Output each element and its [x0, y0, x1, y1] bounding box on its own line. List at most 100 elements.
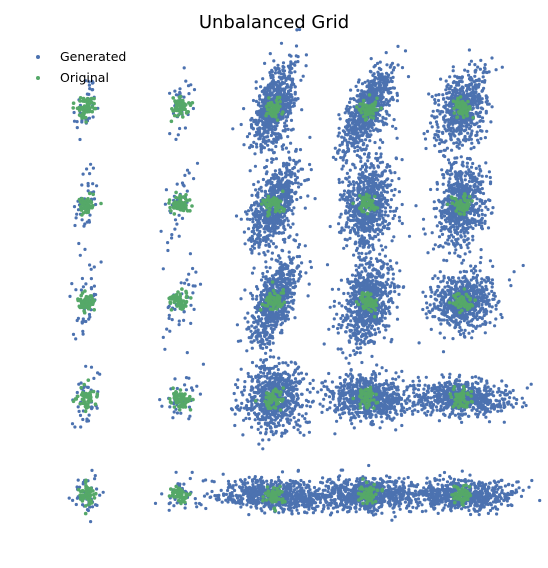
generated-point [252, 339, 256, 343]
generated-point [374, 111, 378, 115]
generated-point [273, 66, 277, 70]
generated-point [366, 189, 370, 193]
generated-point [273, 169, 277, 173]
generated-point [458, 185, 462, 189]
generated-point [462, 221, 466, 226]
generated-point [368, 166, 372, 170]
generated-point [479, 248, 483, 252]
generated-point [469, 225, 473, 229]
generated-point [463, 178, 467, 182]
generated-point [490, 105, 494, 109]
generated-point [334, 157, 338, 161]
generated-point [87, 80, 91, 84]
generated-point [483, 63, 487, 67]
generated-point [422, 227, 426, 231]
generated-point [349, 228, 353, 233]
generated-point [379, 103, 383, 107]
generated-point [467, 127, 472, 131]
generated-point [259, 150, 263, 154]
generated-point [437, 235, 442, 239]
generated-point [345, 171, 349, 175]
generated-point [445, 170, 449, 174]
generated-point [259, 143, 263, 147]
generated-point [353, 193, 357, 197]
generated-point [348, 124, 352, 128]
generated-point [450, 172, 454, 176]
generated-point [263, 219, 267, 223]
generated-point [433, 101, 437, 105]
generated-point [84, 282, 88, 286]
generated-point [242, 230, 246, 234]
generated-point [374, 213, 378, 217]
generated-point [274, 135, 278, 139]
generated-point [483, 219, 487, 223]
generated-point [428, 121, 433, 125]
generated-point [357, 185, 361, 189]
generated-point [448, 169, 452, 173]
generated-point [277, 230, 281, 235]
generated-point [170, 236, 174, 240]
generated-point [80, 320, 84, 324]
generated-point [289, 180, 294, 185]
generated-point [477, 164, 481, 168]
generated-point [338, 193, 343, 197]
generated-point [470, 77, 474, 81]
generated-point [264, 139, 268, 143]
generated-point [258, 137, 262, 141]
generated-point [268, 70, 272, 75]
generated-point [272, 187, 276, 191]
generated-point [271, 84, 275, 88]
generated-point [366, 155, 370, 159]
generated-point [443, 154, 447, 159]
generated-point [273, 132, 277, 136]
generated-point [273, 228, 277, 232]
generated-point [441, 200, 445, 204]
generated-point [354, 126, 358, 130]
generated-point [261, 77, 265, 81]
generated-point [283, 227, 287, 232]
generated-point [183, 126, 187, 130]
generated-point [303, 206, 307, 210]
generated-point [381, 202, 385, 206]
generated-point [479, 106, 483, 110]
generated-point [454, 215, 458, 220]
generated-point [397, 190, 401, 194]
generated-point [445, 96, 449, 100]
generated-point [295, 233, 299, 237]
generated-point [188, 252, 192, 256]
generated-point [456, 177, 460, 181]
generated-point [278, 262, 282, 266]
generated-point [407, 234, 412, 238]
generated-point [448, 75, 452, 79]
generated-point [338, 215, 342, 219]
generated-point [470, 141, 474, 145]
generated-point [469, 147, 473, 151]
generated-point [291, 127, 295, 131]
generated-point [258, 331, 262, 335]
generated-point [479, 137, 483, 141]
generated-point [446, 238, 450, 242]
generated-point [447, 198, 451, 202]
generated-point [481, 88, 485, 92]
generated-point [299, 274, 303, 278]
generated-point [397, 177, 401, 181]
generated-point [360, 89, 364, 93]
generated-point [444, 100, 448, 104]
generated-point [348, 236, 352, 240]
generated-point [359, 220, 363, 224]
generated-point [386, 90, 390, 94]
generated-point [374, 127, 378, 131]
generated-point [282, 69, 287, 73]
generated-point [286, 85, 290, 89]
generated-point [373, 183, 377, 187]
generated-point [398, 219, 402, 223]
generated-point [365, 179, 369, 183]
generated-point [463, 234, 467, 238]
generated-point [356, 234, 361, 238]
generated-point [284, 173, 289, 177]
generated-point [284, 119, 288, 123]
generated-point [392, 209, 396, 213]
generated-point [308, 260, 312, 264]
generated-point [353, 166, 357, 170]
generated-point [174, 93, 178, 97]
